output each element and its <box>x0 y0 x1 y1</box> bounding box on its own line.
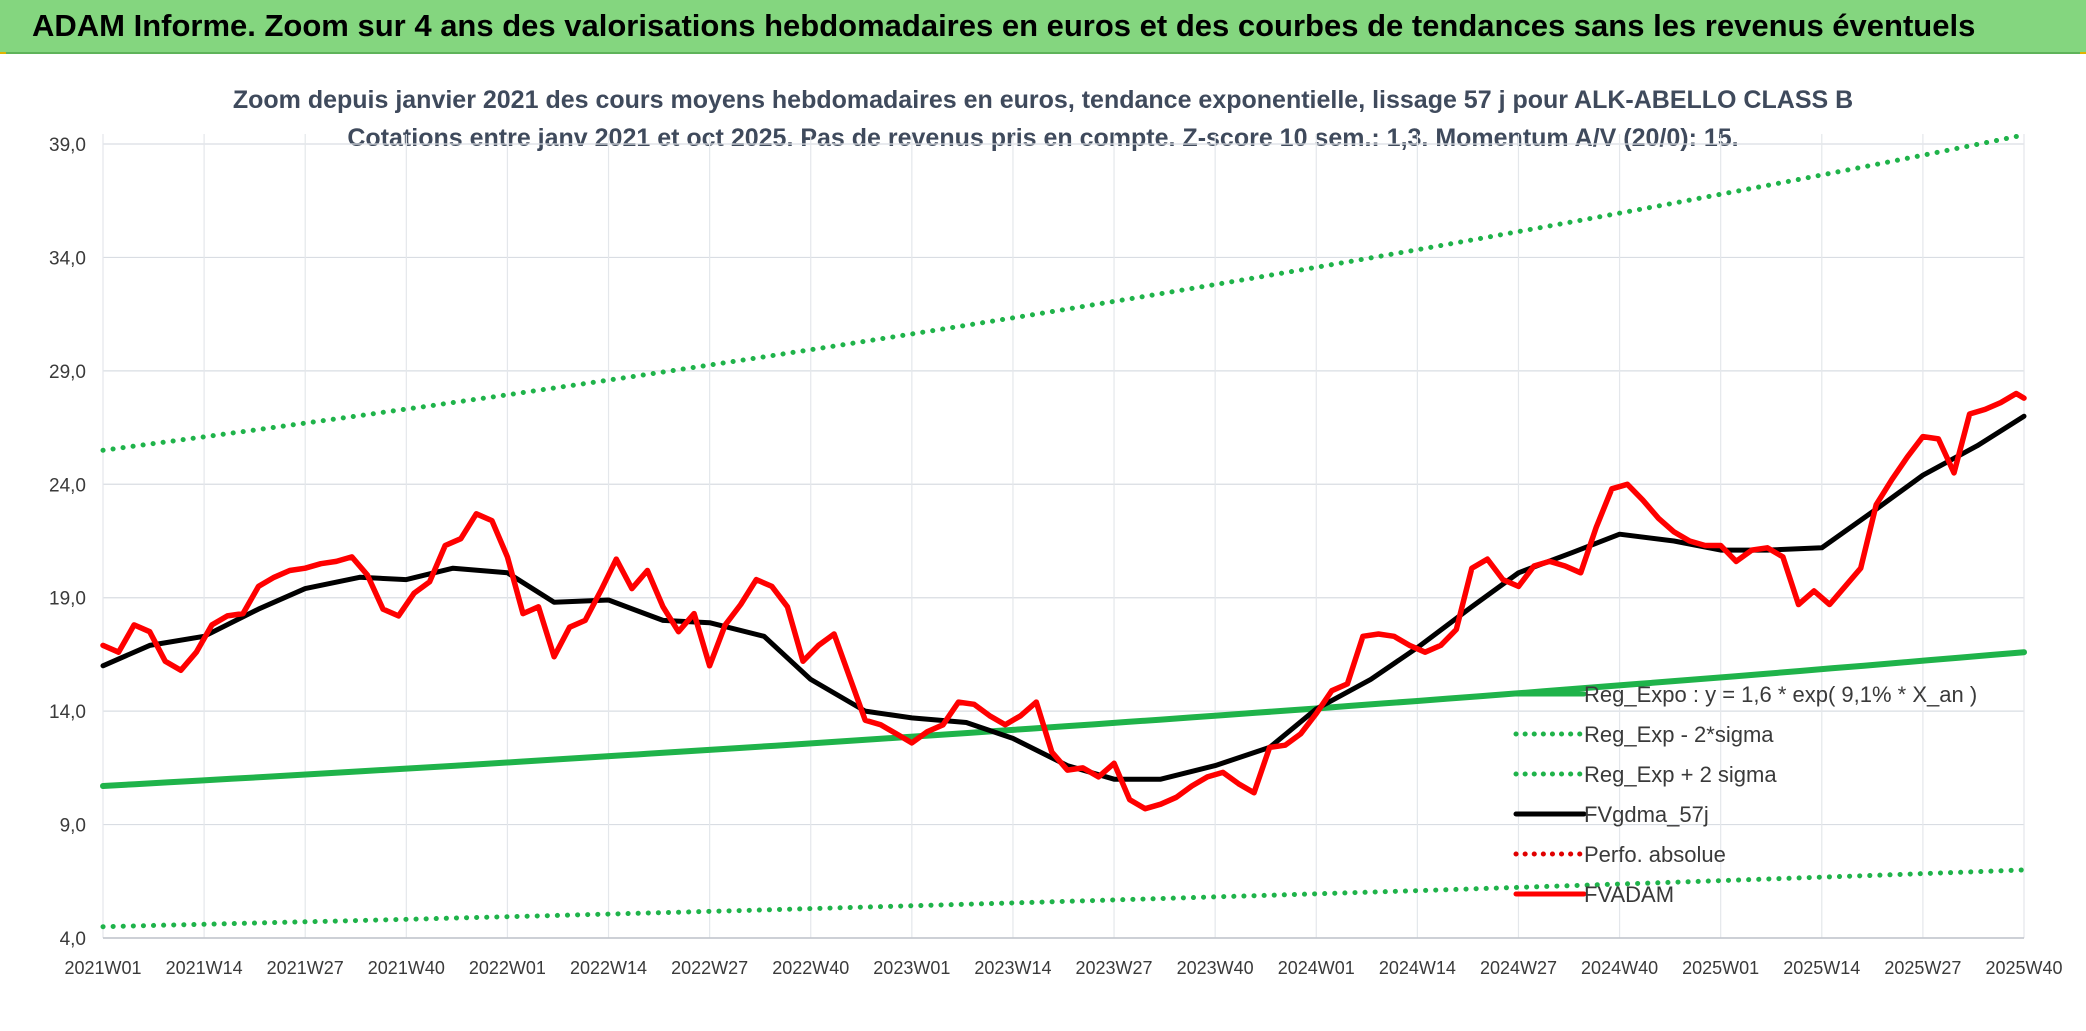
legend-label: Perfo. absolue <box>1584 842 1726 867</box>
x-tick-label: 2021W01 <box>64 958 141 978</box>
x-tick-label: 2022W01 <box>469 958 546 978</box>
x-tick-label: 2021W40 <box>368 958 445 978</box>
y-tick-label: 34,0 <box>49 248 86 269</box>
y-tick-label: 29,0 <box>49 362 86 383</box>
chart-legend: Reg_Expo : y = 1,6 * exp( 9,1% * X_an ) R… <box>1513 682 1977 907</box>
x-tick-label: 2023W40 <box>1177 958 1254 978</box>
y-tick-label: 24,0 <box>49 475 86 496</box>
legend-label: Reg_Exp + 2 sigma <box>1584 762 1777 787</box>
x-tick-label: 2022W40 <box>772 958 849 978</box>
x-tick-label: 2023W27 <box>1076 958 1153 978</box>
series-layer <box>100 132 2027 930</box>
report-banner: ADAM Informe. Zoom sur 4 ans des valoris… <box>0 0 2086 54</box>
x-tick-label: 2021W27 <box>267 958 344 978</box>
grid-vertical <box>102 134 2025 938</box>
chart-title: Zoom depuis janvier 2021 des cours moyen… <box>233 86 1853 114</box>
x-tick-label: 2023W14 <box>974 958 1051 978</box>
x-tick-label: 2025W14 <box>1783 958 1860 978</box>
y-tick-label: 14,0 <box>49 702 86 723</box>
x-tick-label: 2023W01 <box>873 958 950 978</box>
valuation-chart: Zoom depuis janvier 2021 des cours moyen… <box>0 54 2086 1031</box>
y-tick-label: 39,0 <box>49 135 86 156</box>
fvadam-line <box>100 390 2027 812</box>
x-tick-label: 2024W14 <box>1379 958 1456 978</box>
banner-title: ADAM Informe. Zoom sur 4 ans des valoris… <box>32 8 1976 43</box>
x-tick-label: 2024W27 <box>1480 958 1557 978</box>
y-tick-label: 4,0 <box>60 929 86 950</box>
y-axis: 4,0 9,0 14,0 19,0 24,0 29,0 34,0 39,0 <box>49 135 86 950</box>
chart-subtitle: Cotations entre janv 2021 et oct 2025. P… <box>347 124 1738 152</box>
legend-label: FVgdma_57j <box>1584 802 1709 827</box>
trend-line <box>100 649 2027 789</box>
y-tick-label: 19,0 <box>49 589 86 610</box>
legend-label: FVADAM <box>1584 882 1674 907</box>
legend-label: Reg_Exp - 2*sigma <box>1584 722 1774 747</box>
x-tick-label: 2025W40 <box>1985 958 2062 978</box>
x-tick-label: 2024W40 <box>1581 958 1658 978</box>
trend-plus-2sigma <box>100 132 2027 453</box>
x-tick-label: 2022W14 <box>570 958 647 978</box>
x-tick-label: 2022W27 <box>671 958 748 978</box>
x-tick-label: 2024W01 <box>1278 958 1355 978</box>
x-tick-label: 2025W01 <box>1682 958 1759 978</box>
x-tick-label: 2021W14 <box>166 958 243 978</box>
x-tick-label: 2025W27 <box>1884 958 1961 978</box>
x-axis: 2021W01 2021W14 2021W27 2021W40 2022W01 2022W… <box>64 937 2063 978</box>
y-tick-label: 9,0 <box>60 816 86 837</box>
trend-minus-2sigma <box>100 867 2027 930</box>
legend-label: Reg_Expo : y = 1,6 * exp( 9,1% * X_an ) <box>1584 682 1977 707</box>
